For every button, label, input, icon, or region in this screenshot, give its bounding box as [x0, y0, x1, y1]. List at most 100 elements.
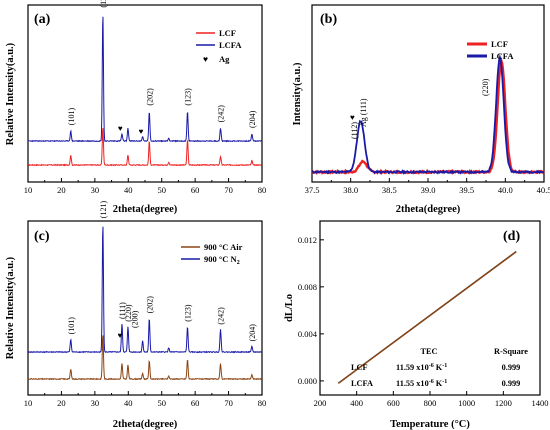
peak-label: (121) — [99, 0, 108, 8]
ag-heart-icon: ♥ — [139, 127, 144, 136]
peak-220-annotation: (220) — [481, 78, 490, 96]
tec-header: TEC — [420, 347, 437, 356]
n2-pattern — [27, 226, 263, 354]
panel-c-x-ticks: 10 20 30 40 50 60 70 80 — [24, 391, 267, 408]
lcf-line — [311, 58, 546, 175]
lcf-row-name: LCF — [351, 363, 368, 372]
panel-d-label: (d) — [503, 229, 520, 244]
x-tick-label: 39.0 — [421, 185, 436, 195]
peak-label: (204) — [248, 324, 257, 342]
lcf-row-r2: 0.999 — [502, 363, 521, 372]
legend-lcf-label: LCF — [491, 39, 508, 49]
legend-lcfa-label: LCFA — [491, 51, 514, 61]
peak-label: (200) — [131, 310, 140, 328]
x-tick-label: 40 — [124, 185, 133, 195]
x-tick-label: 38.5 — [382, 185, 397, 195]
legend-lcfa-label: LCFA — [219, 40, 242, 50]
peak-label: (101) — [67, 108, 76, 126]
panel-c: 10 20 30 40 50 60 70 80 (101) (121) (111)(220)♥ (2… — [5, 201, 266, 430]
x-tick-label: 20 — [57, 398, 66, 408]
panel-a-xlabel: 2theta(degree) — [113, 204, 178, 215]
lcf-row-tec: 11.59 x10-6 K-1 — [396, 363, 447, 372]
y-tick-label: 0.012 — [298, 235, 317, 245]
x-tick-label: 20 — [57, 185, 66, 195]
y-tick-label: 0.000 — [298, 376, 317, 386]
panel-b-label: (b) — [320, 12, 337, 27]
panel-b-plot — [311, 53, 546, 175]
x-tick-label: 1200 — [495, 398, 512, 408]
legend-n2-label: 900 °C N2 — [204, 254, 240, 266]
x-tick-label: 600 — [387, 398, 400, 408]
panel-b-x-ticks: 37.5 38.0 38.5 39.0 39.5 40.0 40.5 — [305, 178, 550, 195]
legend-air-label: 900 °C Air — [204, 242, 243, 252]
lcf-pattern — [27, 128, 263, 167]
x-tick-label: 40 — [124, 398, 133, 408]
heart-icon: ♥ — [350, 113, 355, 122]
x-tick-label: 60 — [191, 185, 200, 195]
lcfa-pattern — [27, 16, 263, 143]
x-tick-label: 400 — [350, 398, 363, 408]
x-tick-label: 70 — [224, 398, 233, 408]
panel-d-xlabel: Temperature (°C) — [390, 419, 470, 430]
panel-d-plot — [337, 251, 517, 384]
panel-b-legend: LCF LCFA — [467, 39, 514, 61]
legend-ag-label: Ag — [219, 54, 230, 64]
x-tick-label: 10 — [24, 398, 33, 408]
ag-111-annotation: Ag (111) — [359, 98, 368, 127]
peak-112-annotation: (112) — [350, 122, 359, 139]
x-tick-label: 40.0 — [498, 185, 513, 195]
x-tick-label: 1400 — [532, 398, 549, 408]
x-tick-label: 37.5 — [305, 185, 320, 195]
legend-lcf-label: LCF — [219, 28, 236, 38]
panel-d-ticks: 200 400 600 800 1000 1200 1400 0.000 0.004 0.008 0… — [298, 235, 549, 408]
y-tick-label: 0.004 — [298, 329, 318, 339]
x-tick-label: 70 — [224, 185, 233, 195]
x-tick-label: 30 — [91, 398, 100, 408]
lcfa-row-name: LCFA — [351, 379, 373, 388]
panel-c-plot: (101) (121) (111)(220)♥ (200) (202) (123) (242… — [27, 201, 263, 381]
ag-heart-icon: ♥ — [118, 124, 123, 133]
panel-b: 37.5 38.0 38.5 39.0 39.5 40.0 40.5 (b) LCF LCF… — [292, 4, 550, 215]
panel-a-legend: LCF LCFA ♥ Ag — [196, 28, 242, 64]
y-tick-label: 0.008 — [298, 282, 317, 292]
panel-a-label: (a) — [34, 12, 51, 27]
panel-a-ylabel: Relative Intensity(a.u.) — [5, 42, 16, 145]
peak-label: (101) — [67, 317, 76, 335]
x-tick-label: 38.0 — [343, 185, 358, 195]
lcfa-row-tec: 11.55 x10-6 K-1 — [396, 379, 447, 388]
x-tick-label: 30 — [91, 185, 100, 195]
panel-b-ylabel: Intensity(a.u.) — [292, 62, 303, 126]
peak-label: (123) — [183, 88, 192, 106]
panel-c-xlabel: 2theta(degree) — [113, 419, 178, 430]
x-tick-label: 10 — [24, 185, 33, 195]
legend-ag-heart-icon: ♥ — [203, 54, 208, 64]
panel-d-ylabel: dL/Lo — [284, 294, 295, 322]
x-tick-label: 39.5 — [459, 185, 474, 195]
panel-a-x-ticks: 10 20 30 40 50 60 70 80 — [24, 178, 267, 195]
panel-c-legend: 900 °C Air 900 °C N2 — [181, 242, 243, 266]
panel-c-ylabel: Relative Intensity(a.u.) — [5, 256, 16, 359]
peak-label: (242) — [217, 307, 226, 325]
peak-label: (204) — [248, 110, 257, 128]
peak-label: (220) — [124, 304, 133, 322]
lcfa-expansion-line — [337, 251, 517, 384]
r-square-header: R-Square — [494, 347, 528, 356]
peak-label: (121) — [99, 201, 108, 219]
panel-c-label: (c) — [34, 229, 50, 244]
peak-label: (202) — [145, 88, 154, 106]
x-tick-label: 80 — [258, 398, 267, 408]
panel-a-plot: (101) (121) ♥ ♥ (202) (123) (242) (204) — [27, 0, 263, 167]
lcfa-row-r2: 0.999 — [502, 379, 521, 388]
ag-heart-icon: ♥ — [118, 331, 123, 340]
x-tick-label: 200 — [314, 398, 327, 408]
x-tick-label: 40.5 — [537, 185, 550, 195]
peak-label: (202) — [145, 296, 154, 314]
panel-b-xlabel: 2theta(degree) — [396, 204, 461, 215]
x-tick-label: 1000 — [458, 398, 475, 408]
panel-d: 200 400 600 800 1000 1200 1400 0.000 0.004 0.008 0… — [284, 220, 549, 430]
lcfa-line — [311, 53, 545, 175]
x-tick-label: 80 — [258, 185, 267, 195]
peak-label: (242) — [217, 105, 226, 123]
